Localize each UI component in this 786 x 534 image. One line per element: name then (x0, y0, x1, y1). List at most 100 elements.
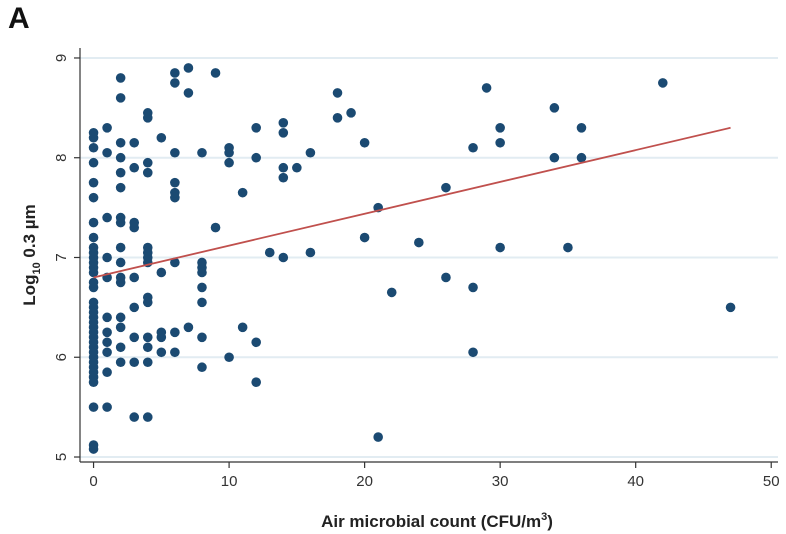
x-axis-title-superscript: 3 (541, 511, 547, 523)
data-point (102, 123, 112, 133)
data-point (278, 162, 289, 173)
data-point (237, 187, 248, 198)
y-tick-label-1: 6 (53, 353, 70, 361)
data-point (251, 377, 261, 387)
tick-marks: 0 10 20 30 40 50 5 6 7 8 9 (53, 54, 780, 490)
data-point (115, 212, 126, 223)
y-axis-title-prefix: Log (20, 275, 39, 306)
data-point (332, 113, 343, 123)
data-point (386, 287, 397, 298)
data-point (115, 342, 126, 353)
data-point (170, 257, 180, 268)
data-point (142, 292, 153, 303)
x-axis-title: Air microbial count (CFU/m3) (321, 511, 553, 531)
data-point (414, 237, 424, 248)
data-point (129, 162, 140, 173)
x-axis-title-suffix: ) (547, 512, 553, 531)
data-points (88, 63, 736, 454)
data-point (441, 182, 451, 193)
data-point (129, 412, 140, 422)
data-point (495, 137, 505, 148)
data-point (278, 118, 289, 128)
data-point (197, 297, 207, 308)
data-point (237, 322, 248, 333)
data-point (142, 332, 153, 343)
data-point (197, 282, 207, 293)
data-point (88, 242, 99, 253)
data-point (346, 108, 356, 118)
x-axis-title-main: Air microbial count (CFU/m (321, 512, 541, 531)
x-tick-label-5: 50 (763, 473, 780, 490)
data-point (102, 402, 112, 412)
data-point (142, 342, 153, 353)
data-point (142, 157, 153, 168)
data-point (88, 232, 99, 243)
data-point (359, 137, 370, 148)
data-point (115, 242, 126, 253)
data-point (224, 142, 234, 153)
x-tick-label-3: 30 (492, 473, 509, 490)
data-point (183, 322, 194, 333)
data-point (576, 123, 587, 133)
data-point (170, 187, 180, 198)
data-point (373, 432, 383, 442)
data-point (115, 152, 126, 163)
data-point (115, 272, 126, 283)
data-point (115, 73, 126, 83)
data-point (142, 412, 153, 422)
data-point (278, 127, 289, 138)
data-point (88, 277, 99, 288)
data-point (156, 267, 167, 278)
data-point (156, 327, 167, 338)
fit-line (93, 126, 731, 279)
data-point (129, 137, 140, 148)
data-point (495, 242, 505, 253)
data-point (549, 103, 560, 113)
y-axis-title: Log10 0.3 µm (20, 204, 43, 305)
axes (79, 48, 778, 463)
data-point (88, 127, 99, 138)
data-point (156, 132, 167, 143)
x-tick-label-2: 20 (356, 473, 373, 490)
data-point (129, 272, 140, 283)
y-tick-label-2: 7 (53, 253, 70, 261)
data-point (88, 157, 99, 168)
x-tick-label-0: 0 (89, 473, 97, 490)
gridlines (80, 56, 778, 459)
x-tick-label-1: 10 (221, 473, 238, 490)
data-point (102, 212, 112, 223)
data-point (251, 152, 261, 163)
data-point (102, 252, 112, 263)
data-point (142, 108, 153, 118)
data-point (210, 68, 221, 78)
data-point (576, 152, 587, 163)
data-point (170, 78, 180, 88)
data-point (88, 192, 99, 203)
data-point (88, 402, 99, 412)
data-point (102, 367, 112, 378)
data-point (88, 177, 99, 188)
data-point (332, 88, 343, 98)
data-point (156, 347, 167, 358)
data-point (102, 327, 112, 338)
data-point (197, 362, 207, 373)
data-point (88, 297, 99, 308)
data-point (278, 252, 289, 263)
data-point (102, 312, 112, 323)
data-point (481, 83, 492, 93)
data-point (170, 68, 180, 78)
data-point (305, 147, 316, 158)
y-tick-label-4: 9 (53, 54, 70, 62)
data-point (197, 257, 207, 268)
data-point (129, 357, 140, 368)
y-axis-title-subscript: 10 (31, 262, 43, 274)
data-point (102, 147, 112, 158)
data-point (115, 322, 126, 333)
data-point (129, 302, 140, 313)
data-point (170, 177, 180, 188)
data-point (115, 312, 126, 323)
data-point (115, 257, 126, 268)
data-point (563, 242, 573, 253)
data-point (170, 327, 180, 338)
x-tick-label-4: 40 (627, 473, 644, 490)
